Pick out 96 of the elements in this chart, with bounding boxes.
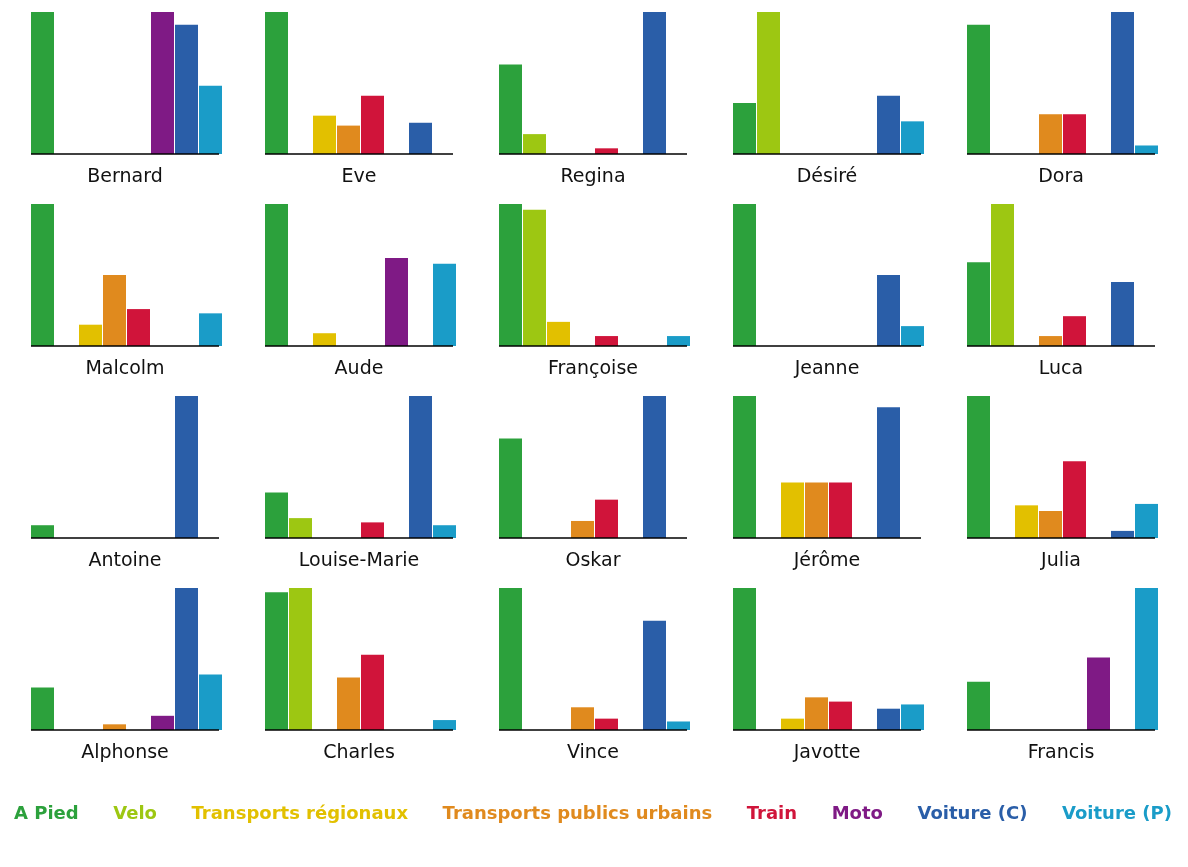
x-axis-title: Louise-Marie xyxy=(298,548,420,570)
legend-label: Transports régionaux xyxy=(191,802,409,823)
bar xyxy=(1111,12,1134,154)
bar xyxy=(409,396,432,538)
x-axis-title: Francis xyxy=(1027,740,1095,762)
bar xyxy=(1063,114,1086,154)
x-axis-title: Luca xyxy=(1038,356,1084,378)
bar xyxy=(265,592,288,730)
x-axis-title: Dora xyxy=(1038,164,1084,186)
bar xyxy=(967,24,990,154)
bar xyxy=(361,654,384,730)
bar xyxy=(151,715,174,730)
bar xyxy=(643,620,666,730)
x-axis-title: Charles xyxy=(323,740,395,762)
bar xyxy=(385,257,408,346)
x-axis-title: Françoise xyxy=(548,356,638,378)
bar xyxy=(1135,145,1158,154)
bar xyxy=(31,687,54,730)
x-axis-title: Oskar xyxy=(565,548,621,570)
x-axis-title: Bernard xyxy=(87,164,163,186)
bar xyxy=(667,721,690,730)
bar xyxy=(1015,505,1038,538)
x-axis-title: Antoine xyxy=(88,548,162,570)
bar xyxy=(499,588,522,730)
bar xyxy=(361,95,384,154)
bar xyxy=(991,204,1014,346)
bar xyxy=(547,321,570,346)
bar xyxy=(265,204,288,346)
legend-label: Velo xyxy=(113,802,157,823)
bar xyxy=(901,704,924,730)
bar xyxy=(829,701,852,730)
bar xyxy=(733,588,756,730)
bar xyxy=(289,588,312,730)
x-axis-title: Malcolm xyxy=(85,356,165,378)
legend-label: Train xyxy=(746,802,798,823)
x-axis-title: Désiré xyxy=(796,164,858,186)
bar xyxy=(595,499,618,538)
bar xyxy=(1063,461,1086,538)
bar xyxy=(523,134,546,154)
bar xyxy=(1063,316,1086,346)
x-axis-title: Jeanne xyxy=(794,356,860,378)
bar xyxy=(733,102,756,154)
text: A Pied xyxy=(14,802,79,823)
bar xyxy=(433,720,456,730)
bar xyxy=(571,707,594,730)
bar xyxy=(289,518,312,538)
bar xyxy=(1039,336,1062,346)
bar xyxy=(1039,511,1062,538)
bar xyxy=(79,324,102,346)
bar xyxy=(499,204,522,346)
bar xyxy=(409,122,432,154)
text: Voiture (P) xyxy=(1062,802,1172,823)
bar xyxy=(643,12,666,154)
x-axis-title: Aude xyxy=(334,356,384,378)
bar xyxy=(877,708,900,730)
x-axis-title: Javotte xyxy=(793,740,861,762)
bar xyxy=(499,64,522,154)
bar xyxy=(877,95,900,154)
bar xyxy=(433,525,456,538)
legend-label: Voiture (C) xyxy=(917,802,1028,823)
bar xyxy=(1111,282,1134,346)
bar xyxy=(433,263,456,346)
bar xyxy=(571,520,594,538)
bar xyxy=(1039,114,1062,154)
x-axis-title: Alphonse xyxy=(81,740,169,762)
bar xyxy=(265,12,288,154)
bar xyxy=(313,115,336,154)
bar xyxy=(499,438,522,538)
bar xyxy=(313,333,336,346)
bar xyxy=(643,396,666,538)
bar xyxy=(595,336,618,346)
bar xyxy=(523,209,546,346)
x-axis-title: Jérôme xyxy=(793,548,861,570)
bar xyxy=(667,336,690,346)
bar xyxy=(337,125,360,154)
x-axis-title: Vince xyxy=(566,740,620,762)
x-axis-title: Regina xyxy=(560,164,626,186)
legend-label: Transports publics urbains xyxy=(442,802,713,823)
bar xyxy=(361,522,384,538)
bar xyxy=(103,275,126,346)
text: Moto xyxy=(831,802,883,823)
bar xyxy=(265,492,288,538)
bar xyxy=(805,697,828,730)
bar xyxy=(175,588,198,730)
bar xyxy=(127,309,150,346)
bar xyxy=(967,396,990,538)
bar xyxy=(967,262,990,346)
bar xyxy=(199,313,222,346)
x-axis-title: Julia xyxy=(1041,548,1081,570)
bar xyxy=(757,12,780,154)
bar xyxy=(901,121,924,154)
bar xyxy=(31,204,54,346)
bar xyxy=(1135,503,1158,538)
bar xyxy=(199,674,222,730)
x-axis-title: Eve xyxy=(341,164,377,186)
bar xyxy=(337,677,360,730)
